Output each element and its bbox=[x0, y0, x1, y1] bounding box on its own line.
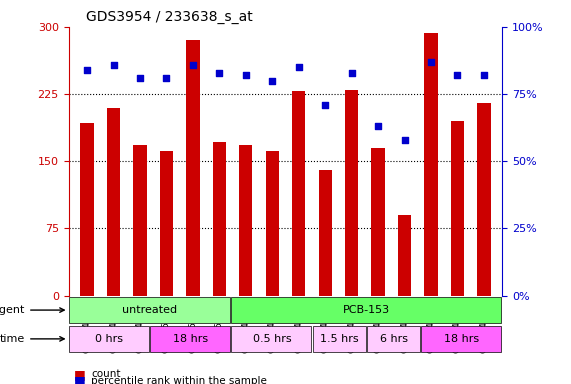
Bar bbox=[424, 33, 437, 296]
Bar bbox=[134, 145, 147, 296]
Text: 1.5 hrs: 1.5 hrs bbox=[320, 334, 359, 344]
Bar bbox=[292, 91, 305, 296]
FancyBboxPatch shape bbox=[231, 297, 501, 323]
Bar bbox=[107, 108, 120, 296]
Text: time: time bbox=[0, 334, 64, 344]
Text: percentile rank within the sample: percentile rank within the sample bbox=[91, 376, 267, 384]
Point bbox=[453, 72, 462, 78]
Bar bbox=[239, 145, 252, 296]
Text: 0 hrs: 0 hrs bbox=[95, 334, 123, 344]
Point bbox=[82, 67, 91, 73]
Point bbox=[427, 59, 436, 65]
Text: 18 hrs: 18 hrs bbox=[444, 334, 480, 344]
Text: PCB-153: PCB-153 bbox=[343, 305, 391, 315]
Text: 0.5 hrs: 0.5 hrs bbox=[252, 334, 291, 344]
Bar bbox=[160, 151, 173, 296]
Point bbox=[400, 137, 409, 143]
Text: untreated: untreated bbox=[122, 305, 178, 315]
Point bbox=[321, 102, 330, 108]
Point bbox=[188, 61, 198, 68]
Text: ■: ■ bbox=[74, 368, 86, 381]
FancyBboxPatch shape bbox=[231, 326, 311, 352]
Bar bbox=[213, 142, 226, 296]
Text: ■: ■ bbox=[74, 374, 86, 384]
Point bbox=[347, 70, 356, 76]
Point bbox=[135, 75, 144, 81]
Text: 6 hrs: 6 hrs bbox=[380, 334, 408, 344]
Bar bbox=[398, 215, 411, 296]
FancyBboxPatch shape bbox=[313, 326, 365, 352]
Point bbox=[109, 61, 118, 68]
FancyBboxPatch shape bbox=[367, 326, 420, 352]
FancyBboxPatch shape bbox=[150, 326, 230, 352]
Bar bbox=[186, 40, 199, 296]
Point bbox=[162, 75, 171, 81]
FancyBboxPatch shape bbox=[69, 326, 148, 352]
Point bbox=[480, 72, 489, 78]
Text: 18 hrs: 18 hrs bbox=[173, 334, 208, 344]
Bar bbox=[345, 89, 358, 296]
Text: agent: agent bbox=[0, 305, 64, 315]
Bar bbox=[372, 148, 385, 296]
Text: GDS3954 / 233638_s_at: GDS3954 / 233638_s_at bbox=[86, 10, 252, 25]
FancyBboxPatch shape bbox=[69, 297, 230, 323]
Point bbox=[268, 78, 277, 84]
Bar bbox=[81, 123, 94, 296]
Text: count: count bbox=[91, 369, 121, 379]
Bar bbox=[319, 170, 332, 296]
Point bbox=[294, 64, 303, 70]
Bar bbox=[266, 151, 279, 296]
Point bbox=[241, 72, 250, 78]
Point bbox=[373, 123, 383, 129]
Point bbox=[215, 70, 224, 76]
Bar bbox=[451, 121, 464, 296]
Bar bbox=[477, 103, 490, 296]
FancyBboxPatch shape bbox=[421, 326, 501, 352]
